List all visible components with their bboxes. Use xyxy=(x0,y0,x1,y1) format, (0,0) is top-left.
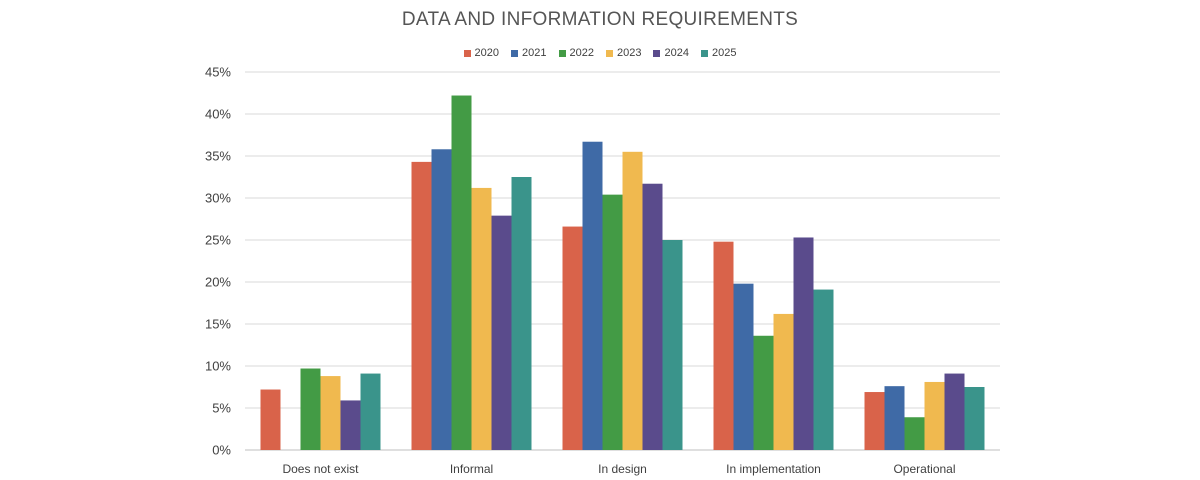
bar-2022-operational xyxy=(904,417,925,450)
bar-2022-in-implementation xyxy=(753,335,774,450)
y-tick-label: 5% xyxy=(212,401,231,416)
bar-2024-operational xyxy=(944,373,965,450)
bar-2021-informal xyxy=(431,149,452,450)
legend-item: 2024 xyxy=(653,47,689,59)
legend-item: 2025 xyxy=(700,47,737,59)
legend-label: 2025 xyxy=(711,47,737,59)
bar-2024-informal xyxy=(491,215,512,450)
y-tick-label: 25% xyxy=(205,233,231,248)
chart-title: DATA AND INFORMATION REQUIREMENTS xyxy=(401,9,799,30)
bar-2025-informal xyxy=(511,177,532,450)
y-tick-label: 40% xyxy=(205,107,231,122)
x-tick-label: In design xyxy=(598,462,647,476)
bar-2020-in-implementation xyxy=(713,241,734,450)
bar-2024-in-design xyxy=(642,183,663,450)
legend-label: 2022 xyxy=(569,47,594,59)
bar-2025-in-implementation xyxy=(813,289,834,450)
bar-2021-in-implementation xyxy=(733,283,754,450)
y-tick-label: 20% xyxy=(205,275,231,290)
legend-swatch xyxy=(511,49,519,57)
x-tick-label: Does not exist xyxy=(282,462,359,476)
y-tick-label: 30% xyxy=(205,191,231,206)
x-tick-label: Informal xyxy=(450,462,493,476)
legend-swatch xyxy=(653,49,661,57)
legend-item: 2023 xyxy=(606,47,641,59)
bar-2025-does-not-exist xyxy=(360,373,381,450)
bar-2023-in-design xyxy=(622,151,643,451)
bar-2022-informal xyxy=(451,95,472,451)
y-tick-label: 35% xyxy=(205,149,231,164)
legend-label: 2020 xyxy=(474,47,500,59)
bar-2021-in-design xyxy=(582,141,603,450)
legend-label: 2024 xyxy=(664,47,689,59)
bar-2024-does-not-exist xyxy=(340,400,361,450)
y-tick-label: 0% xyxy=(212,443,231,458)
bar-2023-does-not-exist xyxy=(320,376,341,450)
legend-swatch xyxy=(463,49,471,57)
bar-2023-informal xyxy=(471,187,492,451)
bar-2025-in-design xyxy=(662,240,683,450)
y-tick-label: 15% xyxy=(205,317,231,332)
bar-2025-operational xyxy=(964,387,985,450)
bar-2020-does-not-exist xyxy=(260,389,281,450)
legend-swatch xyxy=(558,49,566,57)
legend-item: 2022 xyxy=(558,47,594,59)
bar-2023-in-implementation xyxy=(773,313,794,450)
bar-2020-informal xyxy=(411,161,432,450)
bar-2021-operational xyxy=(884,386,905,450)
x-tick-label: Operational xyxy=(893,462,955,476)
legend-item: 2021 xyxy=(511,47,547,59)
bar-2020-operational xyxy=(864,392,885,450)
bar-2023-operational xyxy=(924,381,945,450)
y-tick-label: 10% xyxy=(205,359,231,374)
legend-label: 2021 xyxy=(522,47,547,59)
legend-label: 2023 xyxy=(617,47,642,59)
x-tick-label: In implementation xyxy=(726,462,821,476)
legend-item: 2020 xyxy=(463,47,500,59)
legend-swatch xyxy=(700,49,708,57)
bar-2022-in-design xyxy=(602,194,623,450)
y-tick-label: 45% xyxy=(205,65,231,80)
bar-2022-does-not-exist xyxy=(300,368,321,450)
legend: 2020 2021 2022 2023 2024 2025 xyxy=(0,47,1200,59)
bar-2024-in-implementation xyxy=(793,237,814,450)
bar-2020-in-design xyxy=(562,226,583,450)
legend-swatch xyxy=(606,49,613,57)
